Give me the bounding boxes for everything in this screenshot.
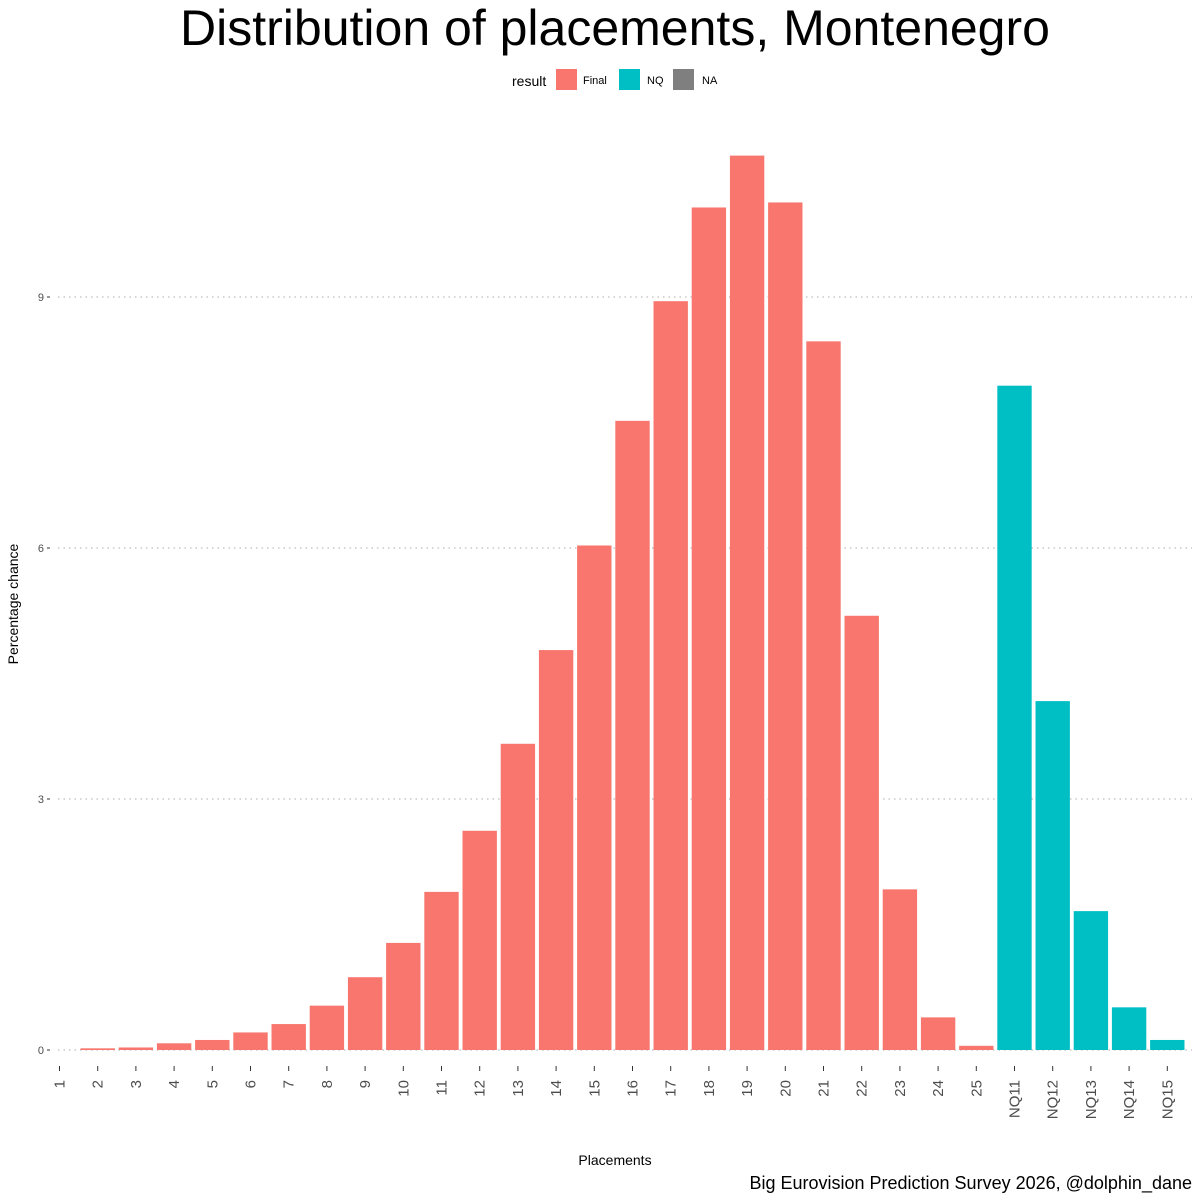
bar-nq15 — [1150, 1039, 1185, 1050]
bar-18 — [691, 207, 727, 1050]
x-tick-label: 1 — [52, 1080, 69, 1088]
y-tick-label: 6 — [38, 543, 44, 555]
x-tick-label: 25 — [968, 1080, 985, 1097]
y-axis: 0 3 6 9 — [38, 292, 50, 1057]
legend-label-na: NA — [702, 75, 718, 87]
bar-nq13 — [1073, 911, 1109, 1050]
x-tick-label: 17 — [663, 1080, 680, 1097]
legend-title: result — [512, 73, 546, 89]
legend-swatch-nq — [619, 69, 640, 90]
bar-19 — [729, 155, 765, 1050]
bar-17 — [653, 301, 688, 1050]
bar-7 — [271, 1024, 306, 1050]
bar-9 — [347, 977, 383, 1050]
x-tick-label: NQ15 — [1159, 1080, 1176, 1119]
bar-24 — [920, 1017, 956, 1050]
chart-caption: Big Eurovision Prediction Survey 2026, @… — [749, 1173, 1192, 1194]
bar-nq11 — [997, 385, 1032, 1051]
x-tick-label: 22 — [854, 1080, 871, 1097]
bar-nq12 — [1035, 701, 1070, 1050]
x-tick-label: NQ12 — [1045, 1080, 1062, 1119]
x-tick-label: 24 — [930, 1080, 947, 1097]
x-tick-label: 15 — [586, 1080, 603, 1097]
legend-swatch-na — [673, 69, 694, 90]
legend-label-nq: NQ — [647, 75, 664, 87]
bar-14 — [538, 650, 574, 1050]
y-tick-label: 9 — [38, 292, 44, 304]
x-tick-label: 10 — [395, 1080, 412, 1097]
bar-nq14 — [1111, 1007, 1147, 1050]
bar-8 — [309, 1005, 345, 1050]
x-tick-label: 12 — [472, 1080, 489, 1097]
x-tick-label: 3 — [128, 1080, 145, 1088]
x-tick-label: 14 — [548, 1080, 565, 1097]
x-tick-label: 8 — [319, 1080, 336, 1088]
bar-13 — [500, 743, 536, 1050]
bar-22 — [844, 615, 879, 1050]
bar-2 — [80, 1048, 115, 1050]
bar-3 — [118, 1047, 154, 1050]
bars — [80, 155, 1185, 1051]
bar-16 — [615, 420, 650, 1050]
bar-25 — [959, 1045, 994, 1050]
bar-12 — [462, 830, 497, 1050]
bar-4 — [156, 1043, 192, 1050]
x-tick-label: 18 — [701, 1080, 718, 1097]
chart-title: Distribution of placements, Montenegro — [180, 0, 1050, 56]
x-tick-label: 5 — [204, 1080, 221, 1088]
x-tick-label: 7 — [281, 1080, 298, 1088]
x-tick-label: 19 — [739, 1080, 756, 1097]
y-tick-label: 0 — [38, 1045, 44, 1057]
bar-21 — [806, 341, 841, 1050]
x-axis-label: Placements — [578, 1152, 651, 1168]
x-tick-label: NQ14 — [1121, 1080, 1138, 1119]
x-tick-label: NQ13 — [1083, 1080, 1100, 1119]
x-tick-label: 2 — [90, 1080, 107, 1088]
legend: result Final NQ NA — [512, 69, 718, 90]
x-tick-label: 20 — [777, 1080, 794, 1097]
x-tick-label: 6 — [243, 1080, 260, 1088]
bar-5 — [195, 1039, 230, 1050]
x-tick-label: NQ11 — [1007, 1080, 1024, 1118]
bar-20 — [768, 202, 803, 1050]
bar-6 — [233, 1032, 268, 1050]
legend-swatch-final — [556, 69, 577, 90]
y-tick-label: 3 — [38, 794, 44, 806]
legend-label-final: Final — [583, 75, 607, 87]
x-axis: 1 2 3 4 5 6 7 8 9 10 11 12 13 14 15 16 17 18 19 20 21 22 23 24 2… — [52, 1066, 1176, 1119]
bar-23 — [882, 889, 918, 1050]
bar-10 — [386, 942, 421, 1050]
x-tick-label: 23 — [892, 1080, 909, 1097]
x-tick-label: 9 — [357, 1080, 374, 1088]
x-tick-label: 11 — [434, 1080, 451, 1096]
x-tick-label: 13 — [510, 1080, 527, 1097]
bar-11 — [424, 891, 459, 1050]
x-tick-label: 4 — [166, 1080, 183, 1088]
bar-15 — [577, 545, 612, 1050]
x-tick-label: 21 — [816, 1080, 833, 1097]
y-axis-label: Percentage chance — [5, 543, 21, 664]
x-tick-label: 16 — [625, 1080, 642, 1097]
